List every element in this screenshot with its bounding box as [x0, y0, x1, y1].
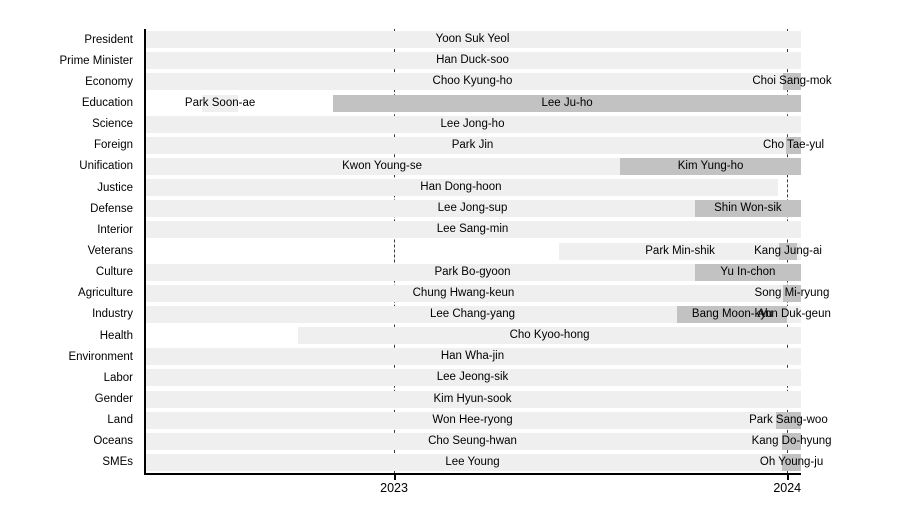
minister-name-label: Choi Sang-mok — [752, 75, 832, 88]
timeline-bar-segment — [144, 369, 801, 387]
minister-name-label: Cho Tae-yul — [762, 138, 825, 151]
minister-name-label: Kang Do-hyung — [751, 434, 832, 447]
row-label-veterans: Veterans — [87, 245, 133, 257]
minister-name-label: Chung Hwang-keun — [412, 286, 515, 299]
row-label-unification: Unification — [79, 160, 133, 173]
row-label-land: Land — [107, 414, 133, 427]
timeline-bar-segment — [694, 263, 801, 281]
timeline-bar-segment — [786, 136, 801, 154]
minister-name-label: Lee Jong-sup — [437, 202, 508, 215]
x-tick-label-2024: 2024 — [773, 481, 802, 495]
timeline-bar-segment — [782, 453, 801, 471]
timeline-bar-segment — [782, 432, 801, 450]
timeline-bar-segment — [782, 73, 801, 91]
minister-name-label: Bang Moon-kyu — [691, 307, 773, 320]
row-label-foreign: Foreign — [94, 139, 133, 152]
minister-name-label: Kim Hyun-sook — [433, 392, 512, 405]
timeline-bar-segment — [144, 411, 801, 429]
timeline-bar-segment — [677, 305, 788, 323]
minister-name-label: Kang Jung-ai — [754, 244, 822, 257]
x-tick-2024 — [787, 475, 789, 480]
timeline-bar-segment — [775, 411, 801, 429]
row-label-economy: Economy — [85, 75, 133, 88]
timeline-bar-segment — [144, 263, 801, 281]
minister-name-label: Choo Kyung-ho — [432, 75, 513, 88]
minister-name-label: Han Dong-hoon — [420, 181, 502, 194]
timeline-bar-segment — [144, 432, 801, 450]
row-label-oceans: Oceans — [93, 435, 133, 448]
minister-name-label: Ahn Duk-geun — [757, 307, 831, 320]
timeline-bar-segment — [144, 52, 801, 70]
row-label-prime-minister: Prime Minister — [59, 54, 133, 67]
minister-name-label: Oh Young-ju — [759, 455, 824, 468]
timeline-bar-segment — [144, 73, 801, 91]
row-label-smes: SMEs — [102, 456, 133, 469]
timeline-bar-segment — [144, 221, 801, 239]
timeline-bar-segment — [778, 242, 798, 260]
x-tick-label-2023: 2023 — [380, 481, 408, 495]
timeline-bar-segment — [782, 284, 801, 302]
y-axis-spine — [144, 29, 146, 474]
gridline-2023 — [394, 29, 396, 473]
minister-name-label: Park Bo-gyoon — [434, 265, 511, 278]
minister-name-label: Won Hee-ryong — [432, 413, 513, 426]
minister-name-label: Park Sang-woo — [749, 413, 828, 426]
timeline-bar-segment — [144, 115, 801, 133]
minister-name-label: Cho Kyoo-hong — [509, 329, 590, 342]
timeline-bar-segment — [333, 94, 801, 112]
x-axis-spine — [144, 473, 801, 475]
row-label-industry: Industry — [92, 308, 133, 321]
timeline-bar-segment — [144, 157, 621, 175]
row-label-justice: Justice — [97, 181, 133, 194]
timeline-bar-segment — [559, 242, 801, 260]
row-label-labor: Labor — [103, 371, 133, 384]
timeline-bar-segment — [787, 305, 801, 323]
timeline-bar-segment — [298, 327, 801, 345]
row-label-gender: Gender — [94, 393, 133, 405]
minister-name-label: Yu In-chon — [720, 265, 776, 278]
minister-name-label: Lee Jeong-sik — [436, 371, 509, 384]
row-label-interior: Interior — [97, 223, 133, 236]
timeline-bar-segment — [144, 179, 778, 197]
timeline-bar-segment — [620, 157, 801, 175]
minister-name-label: Kim Yung-ho — [677, 159, 744, 172]
row-label-science: Science — [92, 118, 133, 131]
minister-name-label: Lee Chang-yang — [429, 307, 516, 320]
row-label-defense: Defense — [90, 202, 133, 215]
minister-name-label: Han Duck-soo — [436, 54, 509, 67]
minister-name-label: Shin Won-sik — [714, 202, 782, 215]
minister-name-label: Kwon Young-se — [342, 159, 423, 172]
minister-name-label: Lee Ju-ho — [541, 96, 593, 109]
timeline-bar-segment — [144, 200, 801, 218]
minister-name-label: Park Jin — [451, 138, 494, 151]
timeline-bar-segment — [144, 136, 801, 154]
row-label-environment: Environment — [68, 350, 133, 363]
minister-name-label: Lee Young — [445, 455, 500, 468]
x-tick-2023 — [394, 475, 396, 480]
timeline-bar-segment — [144, 453, 801, 471]
timeline-bar-segment — [144, 390, 801, 408]
row-label-health: Health — [99, 329, 133, 342]
minister-name-label: Cho Seung-hwan — [428, 434, 517, 447]
minister-name-label: Lee Sang-min — [436, 223, 509, 236]
minister-name-label: Han Wha-jin — [440, 350, 505, 363]
timeline-bar-segment — [694, 200, 801, 218]
minister-name-label: Park Min-shik — [645, 244, 715, 257]
minister-name-label: Lee Jong-ho — [440, 117, 505, 130]
row-label-president: President — [84, 33, 133, 46]
minister-name-label: Park Soon-ae — [184, 96, 256, 109]
timeline-bar-segment — [144, 31, 801, 49]
timeline-bar-segment — [144, 305, 801, 323]
timeline-bar-segment — [144, 348, 801, 366]
minister-name-label: Song Mi-ryung — [754, 286, 830, 299]
timeline-bar-segment — [144, 284, 783, 302]
minister-name-label: Yoon Suk Yeol — [435, 33, 510, 46]
timeline-bar-segment — [202, 94, 238, 112]
row-label-education: Education — [81, 97, 133, 109]
row-label-culture: Culture — [95, 266, 133, 279]
row-label-agriculture: Agriculture — [78, 287, 133, 300]
